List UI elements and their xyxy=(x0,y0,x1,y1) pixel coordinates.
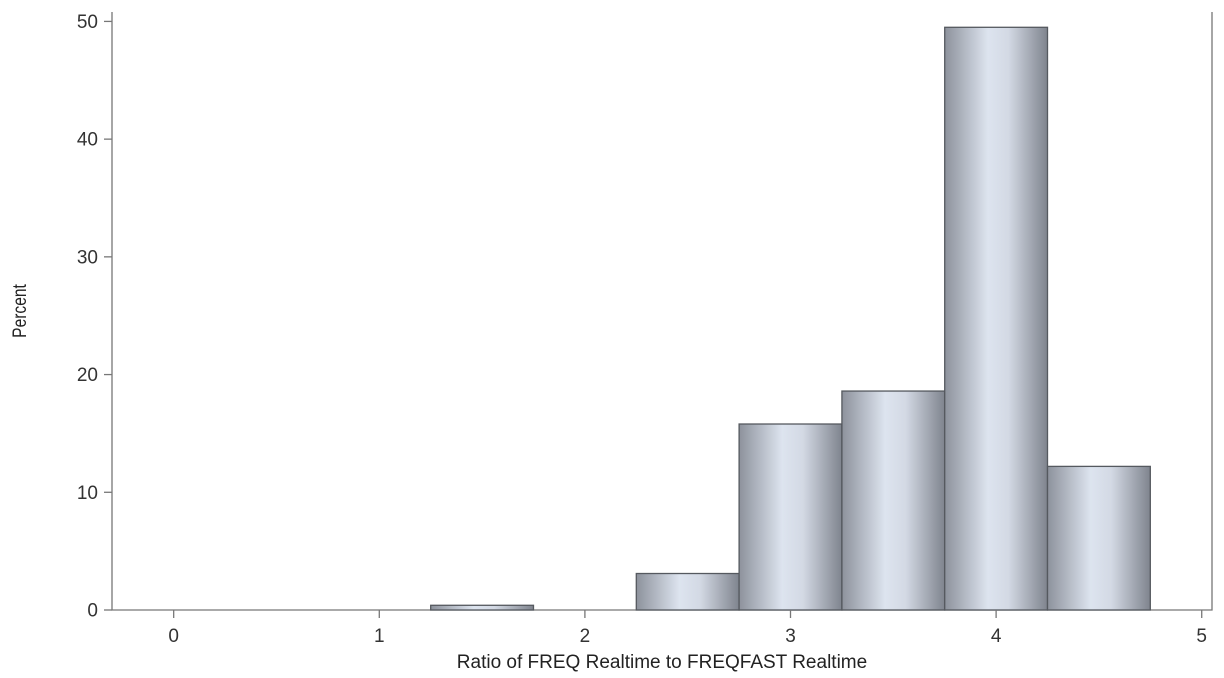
y-tick-label: 50 xyxy=(77,12,98,33)
histogram-bar-3 xyxy=(738,423,843,611)
y-tick-label: 10 xyxy=(77,483,98,504)
y-axis-ticks: 0 10 20 30 40 50 xyxy=(77,12,112,622)
x-axis-ticks: 0 1 2 3 4 5 xyxy=(168,610,1207,647)
x-tick-label: 5 xyxy=(1196,626,1207,647)
x-tick-label: 0 xyxy=(168,626,179,647)
x-tick-label: 3 xyxy=(785,626,796,647)
y-tick-label: 0 xyxy=(87,601,98,622)
x-tick-label: 2 xyxy=(580,626,591,647)
y-tick-label: 20 xyxy=(77,365,98,386)
x-tick-label: 1 xyxy=(374,626,385,647)
y-axis-title: Percent xyxy=(9,284,31,338)
histogram-bar-5 xyxy=(944,26,1049,611)
x-tick-label: 4 xyxy=(991,626,1002,647)
histogram-bar-0 xyxy=(430,604,535,611)
histogram-bar-4 xyxy=(841,390,946,611)
y-tick-label: 40 xyxy=(77,130,98,151)
histogram-bar-6 xyxy=(1046,465,1151,611)
y-tick-label: 30 xyxy=(77,247,98,268)
x-axis-title: Ratio of FREQ Realtime to FREQFAST Realt… xyxy=(457,652,867,673)
histogram-bar-2 xyxy=(635,572,740,611)
bars-group xyxy=(430,26,1151,611)
